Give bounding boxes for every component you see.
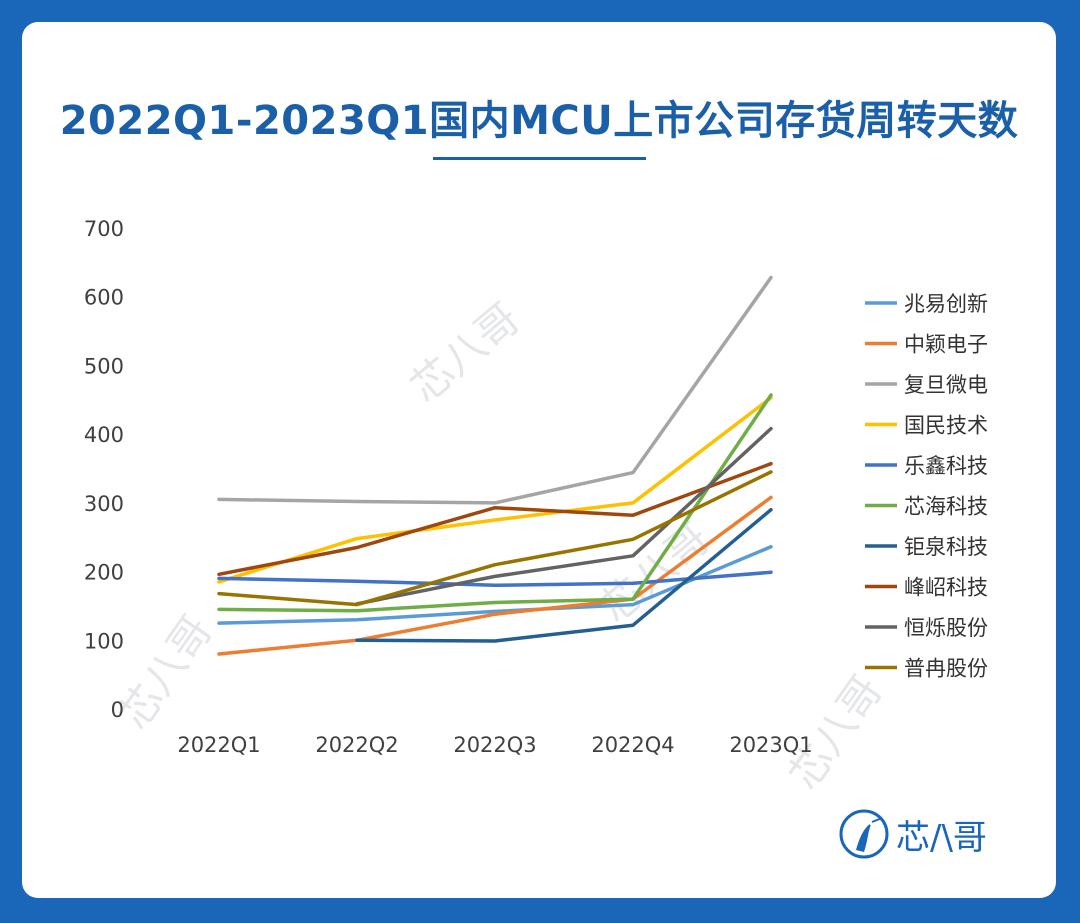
series-line — [355, 426, 773, 606]
legend-label: 复旦微电 — [904, 373, 988, 397]
series-line — [217, 570, 773, 588]
series-line — [217, 470, 773, 607]
y-tick-label: 200 — [84, 561, 124, 585]
series-line — [355, 507, 773, 643]
x-tick-label: 2022Q2 — [315, 733, 398, 757]
legend-label: 恒烁股份 — [904, 616, 988, 640]
series-line — [217, 461, 773, 577]
legend-label: 芯海科技 — [904, 495, 988, 519]
legend-label: 普冉股份 — [904, 657, 988, 681]
series-line — [217, 395, 773, 584]
bird-logo-icon — [839, 809, 889, 859]
x-tick-label: 2023Q1 — [729, 733, 812, 757]
legend-label: 峰岹科技 — [904, 576, 988, 600]
legend-label: 国民技术 — [904, 414, 988, 438]
y-tick-label: 400 — [84, 423, 124, 447]
legend-label: 乐鑫科技 — [904, 454, 988, 478]
series-line — [217, 275, 773, 505]
x-tick-label: 2022Q1 — [177, 733, 260, 757]
y-tick-label: 600 — [84, 286, 124, 310]
x-tick-label: 2022Q4 — [591, 733, 674, 757]
legend-label: 中颖电子 — [904, 333, 988, 357]
legend-label: 钜泉科技 — [904, 535, 988, 559]
title-underline — [433, 157, 646, 160]
y-tick-label: 700 — [84, 217, 124, 241]
series-line — [217, 495, 773, 656]
y-tick-label: 500 — [84, 354, 124, 378]
x-tick-label: 2022Q3 — [453, 733, 536, 757]
brand-logo-text: 芯/\哥 — [896, 818, 987, 858]
chart-card: 2022Q1-2023Q1国内MCU上市公司存货周转天数 — [22, 22, 1056, 898]
y-tick-label: 0 — [111, 698, 124, 722]
brand-logo: 芯/\哥 — [838, 806, 998, 866]
y-tick-label: 100 — [84, 629, 124, 653]
legend-label: 兆易创新 — [904, 292, 988, 316]
chart-title: 2022Q1-2023Q1国内MCU上市公司存货周转天数 — [59, 98, 1019, 144]
series-line — [217, 393, 773, 613]
y-tick-label: 300 — [84, 492, 124, 516]
